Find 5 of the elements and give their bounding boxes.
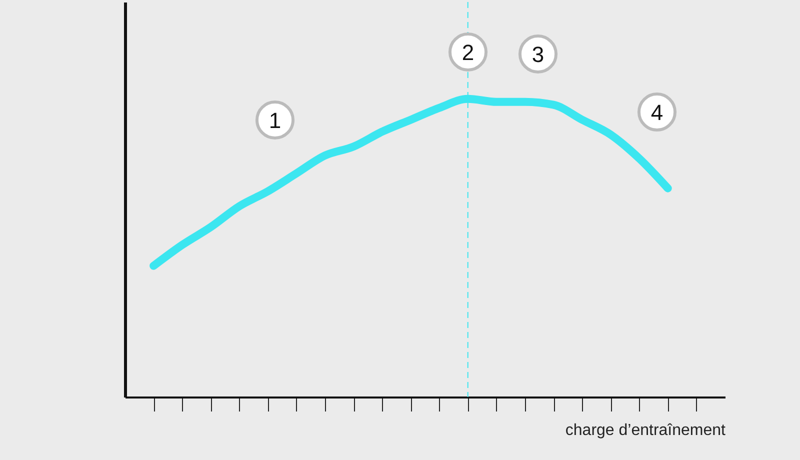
text: 2: [462, 40, 474, 65]
x-axis-title: charge d’entraînement: [565, 422, 726, 439]
annotation: 1: [268, 108, 282, 133]
annotation: 4: [650, 100, 664, 125]
text: 3: [532, 42, 544, 67]
